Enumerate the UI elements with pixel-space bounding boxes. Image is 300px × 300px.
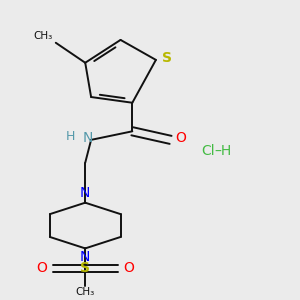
Text: O: O (124, 261, 134, 275)
Text: Cl: Cl (201, 144, 215, 158)
Text: CH₃: CH₃ (34, 31, 53, 41)
Text: CH₃: CH₃ (76, 287, 95, 297)
Text: N: N (82, 131, 93, 146)
Text: H: H (65, 130, 75, 143)
Text: –H: –H (215, 144, 232, 158)
Text: O: O (175, 131, 186, 146)
Text: N: N (80, 250, 90, 264)
Text: S: S (162, 52, 172, 65)
Text: O: O (36, 261, 47, 275)
Text: S: S (80, 261, 90, 275)
Text: N: N (80, 186, 90, 200)
